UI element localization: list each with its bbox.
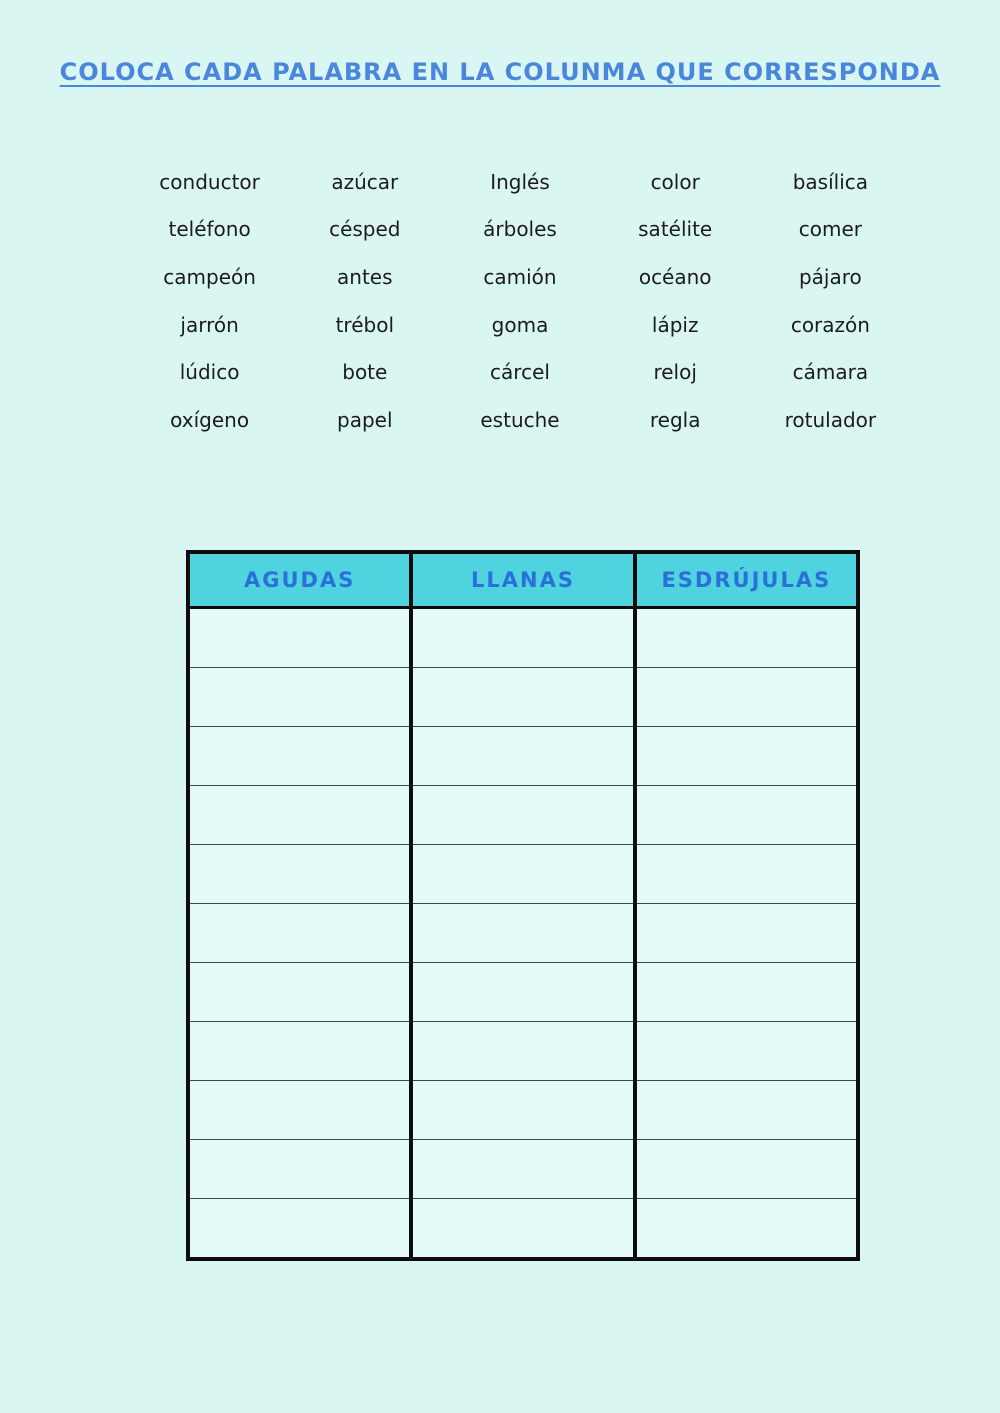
answer-cell[interactable] <box>409 726 635 786</box>
answer-cell[interactable] <box>632 607 858 668</box>
answer-cell[interactable] <box>188 1198 412 1259</box>
word-bank-word[interactable]: césped <box>329 217 401 242</box>
table-empty-row <box>188 1021 858 1081</box>
word-bank-word[interactable]: árboles <box>483 217 557 242</box>
word-bank-word[interactable]: antes <box>337 264 393 289</box>
answer-cell[interactable] <box>632 1021 858 1081</box>
answer-cell[interactable] <box>409 903 635 963</box>
table-empty-row <box>188 844 858 904</box>
answer-cell[interactable] <box>409 607 635 668</box>
word-bank-word[interactable]: lúdico <box>179 360 240 385</box>
answer-cell[interactable] <box>188 1080 412 1140</box>
word-bank-word[interactable]: trébol <box>335 312 394 337</box>
answer-cell[interactable] <box>632 785 858 845</box>
answer-cell[interactable] <box>409 785 635 845</box>
answer-cell[interactable] <box>188 608 411 668</box>
answer-cell[interactable] <box>188 726 412 786</box>
answer-cell[interactable] <box>409 1021 635 1081</box>
answer-cell[interactable] <box>409 962 635 1022</box>
answer-cell[interactable] <box>188 1139 412 1199</box>
answer-cell[interactable] <box>632 903 858 963</box>
table-header-llanas: LLANAS <box>409 552 635 609</box>
classification-table-body <box>188 607 858 1259</box>
word-bank-word[interactable]: conductor <box>159 169 260 194</box>
answer-cell[interactable] <box>409 1080 635 1140</box>
word-bank-word[interactable]: océano <box>638 264 712 289</box>
word-bank-word[interactable]: basílica <box>792 169 869 194</box>
table-empty-row <box>188 903 858 963</box>
word-bank-word[interactable]: teléfono <box>168 217 251 242</box>
table-empty-row <box>188 962 858 1022</box>
word-bank-word[interactable]: reloj <box>653 360 697 385</box>
answer-cell[interactable] <box>188 667 412 727</box>
word-bank-word[interactable]: color <box>650 169 700 194</box>
answer-cell[interactable] <box>188 903 412 963</box>
word-bank-word[interactable]: bote <box>342 360 388 385</box>
word-bank-word[interactable]: campeón <box>163 264 256 289</box>
word-bank-word[interactable]: papel <box>337 407 393 432</box>
answer-cell[interactable] <box>632 726 858 786</box>
table-empty-row <box>188 1139 858 1199</box>
answer-cell[interactable] <box>632 1198 858 1259</box>
word-bank-word[interactable]: corazón <box>790 312 870 337</box>
word-bank-word[interactable]: goma <box>491 312 549 337</box>
answer-cell[interactable] <box>188 844 412 904</box>
word-bank-word[interactable]: rotulador <box>784 407 877 432</box>
answer-cell[interactable] <box>188 785 412 845</box>
table-header-esdrujulas: ESDRÚJULAS <box>632 552 858 609</box>
answer-cell[interactable] <box>409 667 635 727</box>
word-bank-word[interactable]: Inglés <box>490 169 550 194</box>
page-title: COLOCA CADA PALABRA EN LA COLUNMA QUE CO… <box>59 58 941 86</box>
word-bank-word[interactable]: cárcel <box>490 360 550 385</box>
table-empty-row <box>188 1080 858 1140</box>
word-bank-word[interactable]: camión <box>483 264 557 289</box>
answer-cell[interactable] <box>409 844 635 904</box>
answer-cell[interactable] <box>632 667 858 727</box>
word-bank-word[interactable]: comer <box>798 217 863 242</box>
word-bank-word[interactable]: lápiz <box>651 312 699 337</box>
table-empty-row <box>188 785 858 845</box>
answer-cell[interactable] <box>188 1021 412 1081</box>
word-bank-word[interactable]: cámara <box>792 360 869 385</box>
classification-table-header: AGUDAS LLANAS ESDRÚJULAS <box>188 552 858 609</box>
word-bank: conductor azúcar Inglés color basílica t… <box>132 158 908 444</box>
word-bank-word[interactable]: satélite <box>638 217 713 242</box>
table-empty-row <box>188 667 858 727</box>
word-bank-word[interactable]: pájaro <box>798 264 862 289</box>
answer-cell[interactable] <box>632 1080 858 1140</box>
word-bank-word[interactable]: regla <box>649 407 701 432</box>
table-empty-row <box>188 726 858 786</box>
answer-cell[interactable] <box>632 962 858 1022</box>
table-empty-row <box>188 1198 858 1259</box>
answer-cell[interactable] <box>632 1139 858 1199</box>
word-bank-word[interactable]: oxígeno <box>170 407 250 432</box>
answer-cell[interactable] <box>409 1139 635 1199</box>
answer-cell[interactable] <box>409 1198 635 1259</box>
word-bank-word[interactable]: azúcar <box>331 169 399 194</box>
classification-table: AGUDAS LLANAS ESDRÚJULAS <box>186 550 860 1261</box>
answer-cell[interactable] <box>188 962 412 1022</box>
table-header-agudas: AGUDAS <box>188 552 412 609</box>
table-empty-row <box>188 607 858 668</box>
word-bank-word[interactable]: estuche <box>480 407 560 432</box>
answer-cell[interactable] <box>632 844 858 904</box>
word-bank-word[interactable]: jarrón <box>180 312 239 337</box>
